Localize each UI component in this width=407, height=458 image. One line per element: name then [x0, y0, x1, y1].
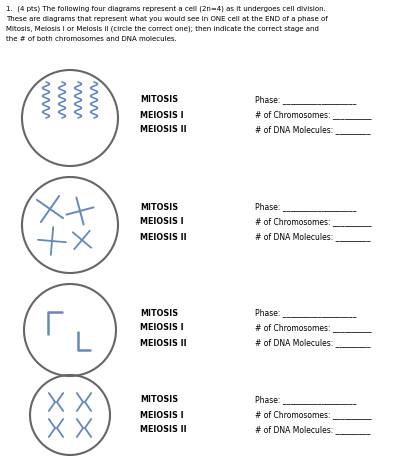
Text: MEIOSIS II: MEIOSIS II: [140, 233, 187, 241]
Text: MITOSIS: MITOSIS: [140, 96, 178, 104]
Text: MEIOSIS II: MEIOSIS II: [140, 338, 187, 348]
Text: MEIOSIS II: MEIOSIS II: [140, 125, 187, 135]
Text: # of Chromosomes: __________: # of Chromosomes: __________: [255, 218, 372, 227]
Text: Phase: ___________________: Phase: ___________________: [255, 202, 357, 212]
Text: MEIOSIS I: MEIOSIS I: [140, 323, 184, 333]
Text: Phase: ___________________: Phase: ___________________: [255, 309, 357, 317]
Text: Phase: ___________________: Phase: ___________________: [255, 396, 357, 404]
Text: Phase: ___________________: Phase: ___________________: [255, 96, 357, 104]
Text: the # of both chromosomes and DNA molecules.: the # of both chromosomes and DNA molecu…: [6, 36, 177, 42]
Text: MEIOSIS II: MEIOSIS II: [140, 425, 187, 435]
Text: # of Chromosomes: __________: # of Chromosomes: __________: [255, 323, 372, 333]
Text: MEIOSIS I: MEIOSIS I: [140, 110, 184, 120]
Text: MITOSIS: MITOSIS: [140, 396, 178, 404]
Text: These are diagrams that represent what you would see in ONE cell at the END of a: These are diagrams that represent what y…: [6, 16, 328, 22]
Text: MITOSIS: MITOSIS: [140, 202, 178, 212]
Text: MITOSIS: MITOSIS: [140, 309, 178, 317]
Text: 1.  (4 pts) The following four diagrams represent a cell (2n=4) as it undergoes : 1. (4 pts) The following four diagrams r…: [6, 6, 326, 12]
Text: # of DNA Molecules: _________: # of DNA Molecules: _________: [255, 338, 370, 348]
Text: Mitosis, Meiosis I or Meiosis II (circle the correct one); then indicate the cor: Mitosis, Meiosis I or Meiosis II (circle…: [6, 26, 319, 33]
Text: MEIOSIS I: MEIOSIS I: [140, 410, 184, 420]
Text: # of DNA Molecules: _________: # of DNA Molecules: _________: [255, 125, 370, 135]
Text: # of Chromosomes: __________: # of Chromosomes: __________: [255, 410, 372, 420]
Text: # of DNA Molecules: _________: # of DNA Molecules: _________: [255, 233, 370, 241]
Text: MEIOSIS I: MEIOSIS I: [140, 218, 184, 227]
Text: # of Chromosomes: __________: # of Chromosomes: __________: [255, 110, 372, 120]
Text: # of DNA Molecules: _________: # of DNA Molecules: _________: [255, 425, 370, 435]
